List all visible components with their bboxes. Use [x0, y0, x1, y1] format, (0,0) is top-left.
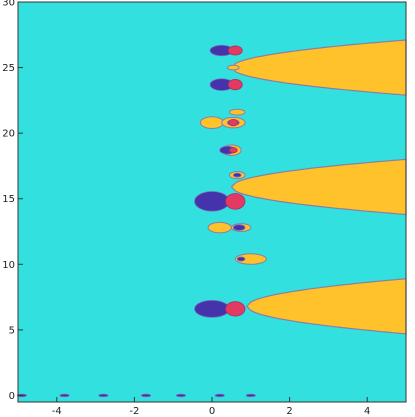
island-region: [234, 253, 267, 265]
x-tick-label: 4: [364, 406, 370, 417]
zero-marker: [225, 301, 246, 317]
pole-marker: [194, 191, 230, 212]
pole-marker: [236, 256, 246, 262]
x-axis: -4 -2 0 2 4: [52, 397, 370, 417]
y-tick-label: 20: [2, 129, 15, 140]
x-tick-label: -2: [129, 406, 139, 417]
y-tick-label: 15: [2, 194, 15, 205]
x-tick-label: 0: [209, 406, 215, 417]
x-tick-label: -4: [52, 406, 62, 417]
pole-marker: [245, 393, 256, 398]
x-tick-label: 2: [286, 406, 292, 417]
y-tick-label: 5: [9, 325, 15, 336]
y-tick-label: 30: [2, 0, 15, 9]
y-tick-label: 10: [2, 260, 15, 271]
pole-marker: [140, 393, 152, 398]
y-tick-label: 0: [9, 391, 15, 402]
pole-marker: [214, 393, 225, 398]
zero-marker: [227, 45, 243, 56]
y-tick-label: 25: [2, 63, 15, 74]
island-region: [227, 64, 240, 71]
zero-marker: [228, 118, 239, 127]
plot-area: [16, 2, 407, 402]
pole-marker: [232, 172, 242, 178]
pole-marker: [175, 393, 187, 398]
pole-marker: [194, 299, 230, 318]
island-region: [207, 221, 232, 234]
pole-marker: [98, 393, 109, 398]
pole-marker: [59, 393, 70, 398]
zero-marker: [225, 193, 246, 210]
pole-marker: [232, 224, 246, 231]
y-axis: 0 5 10 15 20 25 30: [2, 0, 23, 402]
zero-marker: [227, 78, 243, 91]
zero-marker: [229, 147, 238, 154]
island-region: [199, 116, 225, 130]
island-region: [228, 108, 246, 116]
